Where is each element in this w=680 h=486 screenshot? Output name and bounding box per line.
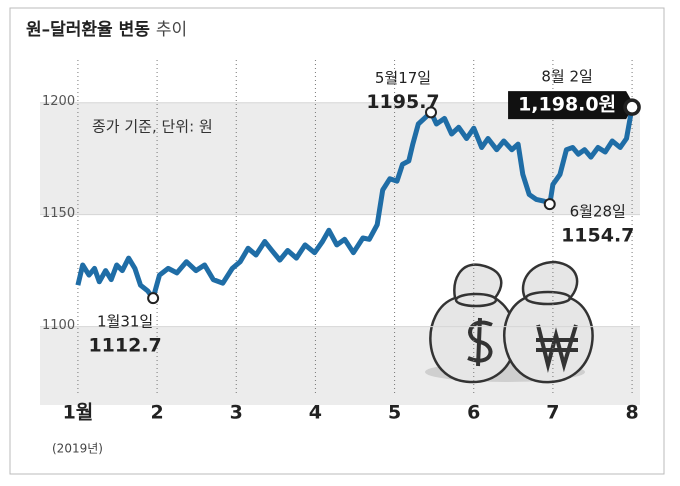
y-tick-label: 1100 [42, 318, 75, 333]
annotation-box [508, 91, 635, 120]
annotation-marker [623, 98, 641, 116]
annotation-date: 1월31일 [97, 313, 153, 331]
annotation-value: 1112.7 [88, 335, 161, 357]
x-tick-label: 8 [625, 402, 638, 424]
x-note: (2019년) [52, 442, 103, 456]
x-tick-label: 1월 [63, 402, 94, 424]
annotation-date: 8월 2일 [541, 68, 592, 86]
annotation-value: 1195.7 [366, 91, 439, 113]
note: 종가 기준, 단위: 원 [92, 118, 213, 136]
chart-title: 원–달러환율 변동 [26, 19, 150, 40]
band [40, 102, 640, 215]
x-tick-label: 7 [546, 402, 559, 424]
annotation-value: 1154.7 [561, 225, 634, 247]
x-tick-label: 4 [309, 402, 322, 424]
annotation-date: 6월28일 [570, 203, 626, 221]
x-tick-label: 2 [150, 402, 163, 424]
annotation-date: 5월17일 [375, 69, 431, 87]
annotation-value: 1,198.0원 [518, 94, 616, 116]
x-tick-label: 3 [230, 402, 243, 424]
x-tick-label: 6 [467, 402, 480, 424]
annotation-marker [425, 106, 437, 119]
y-tick-label: 1200 [42, 94, 75, 109]
chart-title-suffix: 추이 [156, 20, 187, 40]
annotation-marker [147, 292, 160, 305]
y-tick-label: 1150 [42, 206, 75, 221]
annotation-marker [543, 198, 556, 211]
x-tick-label: 5 [388, 402, 401, 424]
